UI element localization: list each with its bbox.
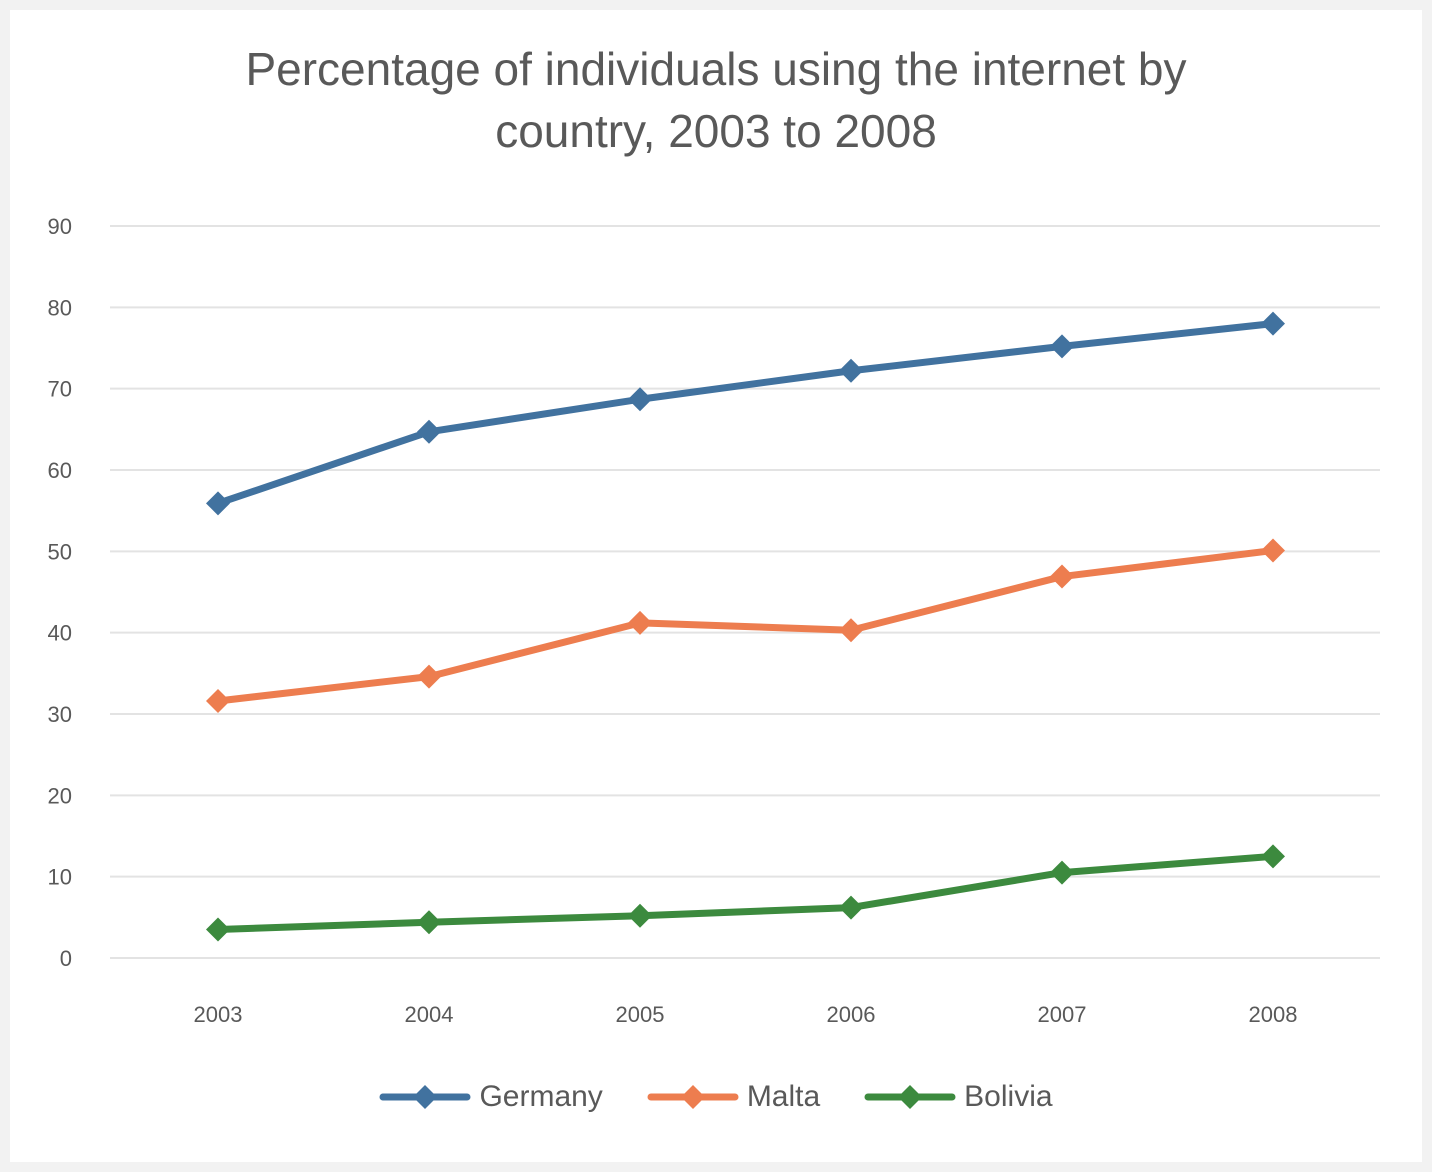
legend-item-malta: Malta bbox=[647, 1080, 820, 1114]
data-point-germany bbox=[1050, 334, 1074, 359]
data-point-germany bbox=[417, 419, 441, 444]
legend-marker-germany bbox=[379, 1085, 471, 1109]
data-point-malta bbox=[1050, 564, 1074, 589]
y-tick-label: 80 bbox=[48, 295, 72, 320]
legend-item-bolivia: Bolivia bbox=[864, 1080, 1053, 1114]
data-point-bolivia bbox=[839, 895, 863, 920]
series-line-germany bbox=[214, 320, 1277, 507]
y-tick-label: 60 bbox=[48, 458, 72, 483]
series-line-bolivia bbox=[214, 852, 1277, 934]
data-point-malta bbox=[628, 610, 652, 635]
data-point-malta bbox=[417, 664, 441, 689]
data-point-malta bbox=[839, 618, 863, 643]
legend-item-germany: Germany bbox=[379, 1080, 603, 1114]
legend: Germany Malta Bolivia bbox=[0, 1080, 1432, 1114]
y-tick-label: 10 bbox=[48, 865, 72, 890]
data-point-malta bbox=[206, 688, 230, 713]
data-point-bolivia bbox=[417, 910, 441, 935]
legend-label-malta: Malta bbox=[746, 1080, 821, 1113]
legend-marker-malta bbox=[647, 1085, 739, 1109]
y-tick-label: 40 bbox=[48, 621, 72, 646]
y-tick-label: 50 bbox=[48, 539, 72, 564]
y-tick-label: 0 bbox=[60, 946, 72, 971]
data-point-bolivia bbox=[1050, 860, 1074, 885]
x-tick-label: 2006 bbox=[827, 1002, 876, 1027]
y-tick-label: 90 bbox=[48, 214, 72, 239]
x-tick-label: 2004 bbox=[405, 1002, 454, 1027]
legend-label-bolivia: Bolivia bbox=[964, 1080, 1053, 1113]
data-point-germany bbox=[839, 358, 863, 383]
y-tick-label: 20 bbox=[48, 783, 72, 808]
legend-label-germany: Germany bbox=[479, 1080, 603, 1113]
x-tick-label: 2008 bbox=[1249, 1002, 1298, 1027]
chart-area bbox=[10, 10, 1422, 1162]
x-tick-label: 2003 bbox=[194, 1002, 243, 1027]
chart-title: Percentage of individuals using the inte… bbox=[0, 38, 1432, 162]
legend-marker-bolivia bbox=[864, 1085, 956, 1109]
data-point-germany bbox=[628, 387, 652, 412]
data-point-bolivia bbox=[1261, 844, 1285, 869]
x-tick-label: 2007 bbox=[1038, 1002, 1087, 1027]
y-tick-label: 30 bbox=[48, 702, 72, 727]
data-point-germany bbox=[206, 491, 230, 516]
y-tick-label: 70 bbox=[48, 377, 72, 402]
data-point-bolivia bbox=[206, 917, 230, 942]
data-point-bolivia bbox=[628, 903, 652, 928]
chart-title-line-2: country, 2003 to 2008 bbox=[495, 105, 937, 157]
data-point-germany bbox=[1261, 311, 1285, 336]
series-line-malta bbox=[214, 547, 1277, 705]
x-tick-label: 2005 bbox=[616, 1002, 665, 1027]
data-point-malta bbox=[1261, 538, 1285, 563]
chart-title-line-1: Percentage of individuals using the inte… bbox=[245, 43, 1187, 95]
